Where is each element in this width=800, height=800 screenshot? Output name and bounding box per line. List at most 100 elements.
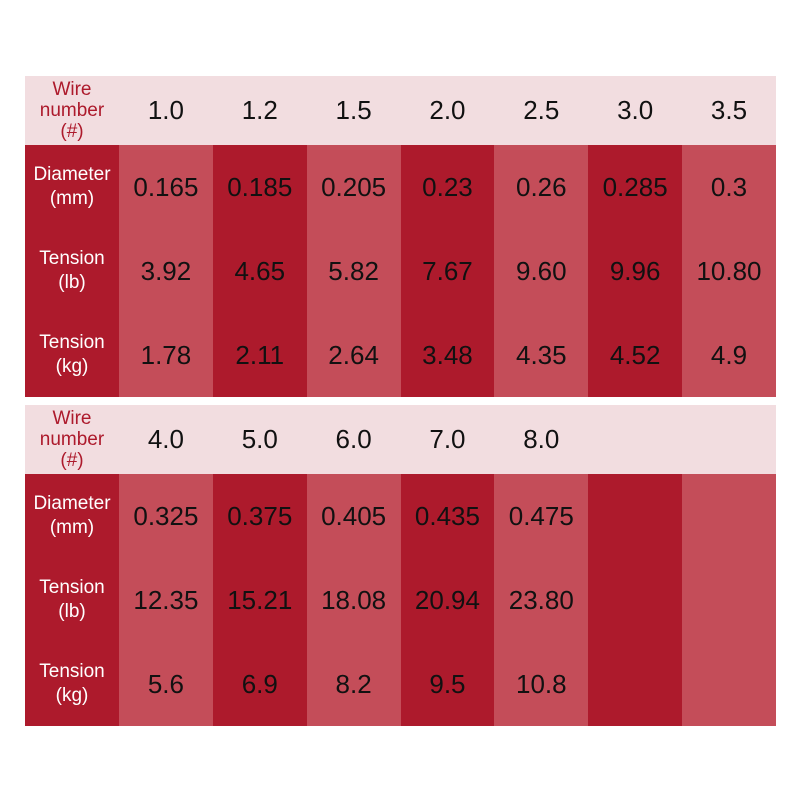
tension-kg-cell: 4.9 [682, 313, 776, 397]
tension-lb-cell: 15.21 [212, 558, 307, 642]
wire-number-cell: 4.0 [119, 405, 213, 474]
tension-lb-value: 9.60 [515, 255, 567, 286]
tension-lb-cell: 4.65 [212, 229, 307, 313]
tension-kg-value: 4.52 [609, 339, 661, 370]
wire-number-label-line: number [39, 429, 105, 450]
tension-kg-label-line: (kg) [55, 356, 89, 377]
wire-number-label-line: (#) [60, 121, 84, 142]
tension-kg-label-line: (kg) [55, 685, 89, 706]
wire-number-cell [682, 405, 776, 474]
diameter-label-line: Diameter [33, 164, 111, 185]
tension-kg-value: 2.64 [328, 339, 379, 370]
wire-number-value: 1.2 [241, 95, 278, 125]
diameter-cell: 0.405 [306, 474, 401, 558]
wire-number-label: Wire number (#) [40, 408, 104, 471]
tension-kg-cell: 4.35 [494, 313, 589, 397]
wire-number-value: 5.0 [241, 424, 278, 454]
wire-number-value: 3.0 [617, 95, 654, 125]
wire-number-label-line: number [39, 100, 105, 121]
wire-number-value: 8.0 [523, 424, 560, 454]
tension-kg-cell: 2.64 [306, 313, 401, 397]
tension-lb-cell: 18.08 [306, 558, 401, 642]
tension-kg-label-cell: Tension (kg) [25, 642, 119, 726]
tension-kg-cell: 2.11 [212, 313, 307, 397]
tension-lb-value: 10.80 [696, 255, 762, 286]
wire-number-value: 1.5 [335, 95, 372, 125]
tension-kg-label-line: Tension [39, 332, 105, 353]
diameter-value: 0.205 [321, 171, 387, 202]
diameter-label-cell: Diameter (mm) [25, 474, 119, 558]
wire-number-cell: 5.0 [212, 405, 307, 474]
diameter-cell: 0.375 [212, 474, 307, 558]
diameter-cell: 0.185 [212, 145, 307, 229]
diameter-value: 0.3 [710, 171, 748, 202]
diameter-value: 0.435 [414, 500, 480, 531]
tension-kg-cell: 3.48 [400, 313, 495, 397]
tension-lb-label: Tension (lb) [39, 247, 105, 295]
wire-number-label-line: Wire [52, 408, 92, 429]
diameter-label-line: (mm) [49, 517, 95, 538]
tension-lb-cell [588, 558, 683, 642]
tension-lb-value: 7.67 [422, 255, 473, 286]
tension-lb-value: 5.82 [328, 255, 379, 286]
diameter-value: 0.185 [227, 171, 293, 202]
tension-lb-cell: 23.80 [494, 558, 589, 642]
wire-number-label-cell: Wire number (#) [25, 405, 119, 474]
wire-number-cell: 1.0 [119, 76, 213, 145]
tension-lb-value: 20.94 [414, 584, 480, 615]
wire-number-value: 2.0 [429, 95, 466, 125]
diameter-cell: 0.205 [306, 145, 401, 229]
tension-lb-value: 3.92 [140, 255, 192, 286]
diameter-cell [682, 474, 776, 558]
wire-number-label-line: Wire [52, 79, 92, 100]
diameter-value: 0.405 [321, 500, 387, 531]
diameter-value: 0.325 [133, 500, 199, 531]
wire-number-cell: 3.5 [682, 76, 776, 145]
wire-number-label-cell: Wire number (#) [25, 76, 119, 145]
tension-kg-label-cell: Tension (kg) [25, 313, 119, 397]
tension-lb-value: 12.35 [133, 584, 199, 615]
tension-kg-label: Tension (kg) [39, 660, 105, 708]
wire-number-cell: 2.0 [400, 76, 495, 145]
diameter-label: Diameter (mm) [33, 492, 110, 540]
wire-spec-table-2: Wire number (#) 4.0 5.0 6.0 7.0 8.0 Diameter (mm)… [25, 405, 776, 726]
wire-number-cell: 2.5 [494, 76, 589, 145]
diameter-label-line: Diameter [33, 493, 111, 514]
tension-kg-cell [682, 642, 776, 726]
wire-number-cell: 8.0 [494, 405, 589, 474]
diameter-label-line: (mm) [49, 188, 95, 209]
wire-number-value: 2.5 [523, 95, 560, 125]
tension-lb-value: 23.80 [508, 584, 574, 615]
diameter-value: 0.285 [602, 171, 668, 202]
tension-lb-label-line: Tension [39, 577, 105, 598]
wire-number-value: 3.5 [710, 95, 748, 125]
diameter-label-cell: Diameter (mm) [25, 145, 119, 229]
diameter-value: 0.23 [422, 171, 473, 202]
wire-spec-table-1: Wire number (#) 1.0 1.2 1.5 2.0 2.5 3.0 3.5 Diamet… [25, 76, 776, 397]
diameter-value: 0.475 [508, 500, 574, 531]
diameter-cell: 0.165 [119, 145, 213, 229]
tension-lb-label-cell: Tension (lb) [25, 229, 119, 313]
diameter-label: Diameter (mm) [33, 163, 110, 211]
tension-kg-cell: 8.2 [306, 642, 401, 726]
tension-kg-label: Tension (kg) [39, 331, 105, 379]
wire-number-label-line: (#) [60, 450, 84, 471]
tension-kg-label-line: Tension [39, 661, 105, 682]
tension-kg-value: 8.2 [335, 668, 372, 699]
tension-lb-cell: 20.94 [400, 558, 495, 642]
tension-kg-value: 3.48 [422, 339, 473, 370]
tension-kg-value: 1.78 [140, 339, 192, 370]
tension-lb-label-line: (lb) [58, 601, 86, 622]
diameter-cell: 0.23 [400, 145, 495, 229]
diameter-cell: 0.3 [682, 145, 776, 229]
tension-kg-value: 6.9 [241, 668, 278, 699]
tension-kg-cell: 6.9 [212, 642, 307, 726]
wire-number-label: Wire number (#) [40, 79, 104, 142]
tension-kg-value: 2.11 [235, 339, 285, 370]
wire-number-value: 1.0 [147, 95, 184, 125]
tension-lb-cell [682, 558, 776, 642]
tension-lb-value: 4.65 [234, 255, 286, 286]
tension-kg-cell: 1.78 [119, 313, 213, 397]
tension-lb-cell: 9.60 [494, 229, 589, 313]
diameter-value: 0.375 [227, 500, 293, 531]
